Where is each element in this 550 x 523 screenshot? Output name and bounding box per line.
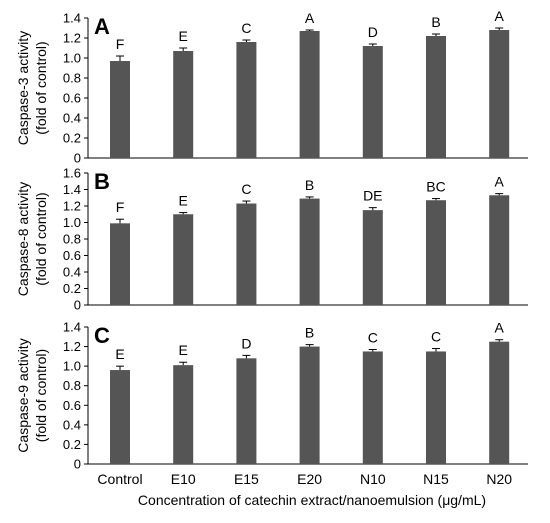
y-tick-label: 1.2 <box>63 199 81 214</box>
significance-letter: C <box>241 20 251 36</box>
bar-e15 <box>236 203 257 305</box>
significance-letter: C <box>368 330 378 346</box>
y-tick-label: 0.6 <box>63 248 81 263</box>
significance-letter: F <box>116 199 125 215</box>
panel-a: 0 0.2 0.4 0.6 0.8 1.0 1.2 1.4 A Caspase-3 activit… <box>15 8 528 166</box>
x-tick-label: N15 <box>423 471 449 487</box>
x-tick-label: E15 <box>234 471 259 487</box>
bar-n15 <box>426 351 446 464</box>
significance-letter: BC <box>426 179 445 195</box>
significance-letter: A <box>495 174 505 190</box>
y-tick-label: 0.2 <box>63 437 81 452</box>
y-tick-label: 1.4 <box>63 182 81 197</box>
y-axis-title-line2: (fold of control) <box>33 41 49 134</box>
bar-n10 <box>362 210 383 305</box>
y-tick-label: 0.8 <box>63 71 81 86</box>
bar-n15 <box>426 36 446 158</box>
significance-letter: F <box>116 36 125 52</box>
significance-letter: E <box>179 342 188 358</box>
significance-letter: C <box>431 329 441 345</box>
x-tick-label: Control <box>97 471 142 487</box>
bar-control <box>110 61 130 158</box>
y-tick-label: 0 <box>74 151 81 166</box>
y-tick-label: 1.4 <box>63 11 81 26</box>
significance-letter: B <box>431 14 440 30</box>
y-axis-title-line1: Caspase-3 activity <box>15 31 31 145</box>
bar-e20 <box>299 31 320 158</box>
significance-letter: C <box>241 181 251 197</box>
y-tick-label: 1.4 <box>63 320 81 335</box>
x-axis-title: Concentration of catechin extract/nanoem… <box>138 492 486 508</box>
bar-n20 <box>489 195 510 305</box>
significance-letter: B <box>305 325 314 341</box>
y-tick-label: 1.2 <box>63 339 81 354</box>
bar-e20 <box>299 346 320 464</box>
y-axis-title-line1: Caspase-9 activity <box>15 338 31 452</box>
panel-label: B <box>94 169 110 194</box>
significance-letter: B <box>305 177 314 193</box>
bar-e10 <box>173 214 194 305</box>
significance-letter: E <box>115 346 124 362</box>
significance-letter: D <box>241 335 251 351</box>
bar-e10 <box>173 365 194 464</box>
significance-letter: A <box>495 320 505 336</box>
bar-e10 <box>173 51 194 158</box>
significance-letter: E <box>179 193 188 209</box>
panel-b: 0 0.20.4 0.60.8 1.01.2 1.41.6 B Caspase-8 acti… <box>15 166 528 313</box>
y-tick-label: 0.6 <box>63 398 81 413</box>
x-tick-label: E20 <box>297 471 322 487</box>
x-tick-label: E10 <box>171 471 196 487</box>
panel-label: C <box>94 323 110 348</box>
y-tick-label: 0.8 <box>63 378 81 393</box>
bar-e15 <box>236 42 257 158</box>
bar-n15 <box>426 200 446 305</box>
significance-letter: DE <box>363 188 382 204</box>
y-tick-label: 0.4 <box>63 417 81 432</box>
y-tick-label: 1.2 <box>63 31 81 46</box>
bar-n10 <box>362 46 383 158</box>
bar-e15 <box>236 358 257 464</box>
panel-label: A <box>94 14 110 39</box>
x-tick-label: N20 <box>486 471 512 487</box>
y-tick-label: 1.6 <box>63 166 81 181</box>
y-tick-label: 0.6 <box>63 91 81 106</box>
x-tick-label: N10 <box>360 471 386 487</box>
bar-n20 <box>489 30 510 158</box>
significance-letter: D <box>368 24 378 40</box>
y-axis-title-line2: (fold of control) <box>33 192 49 285</box>
y-tick-label: 0 <box>74 457 81 472</box>
y-tick-label: 0 <box>74 298 81 313</box>
panel-c: 0 0.2 0.4 0.6 0.8 1.0 1.2 1.4 C Caspase-9 activit… <box>15 320 528 487</box>
y-tick-label: 1.0 <box>63 51 81 66</box>
bar-control <box>110 370 130 464</box>
bar-e20 <box>299 198 320 305</box>
bar-control <box>110 223 130 305</box>
significance-letter: E <box>179 28 188 44</box>
bar-n10 <box>362 351 383 464</box>
y-axis-title-line1: Caspase-8 activity <box>15 182 31 296</box>
significance-letter: A <box>305 10 315 26</box>
bar-n20 <box>489 341 510 464</box>
y-tick-label: 0.4 <box>63 265 81 280</box>
y-tick-label: 1.0 <box>63 215 81 230</box>
y-tick-label: 1.0 <box>63 359 81 374</box>
y-axis-title-line2: (fold of control) <box>33 349 49 442</box>
y-tick-label: 0.4 <box>63 111 81 126</box>
significance-letter: A <box>495 8 505 24</box>
y-tick-label: 0.2 <box>63 281 81 296</box>
y-tick-label: 0.8 <box>63 232 81 247</box>
y-tick-label: 0.2 <box>63 131 81 146</box>
